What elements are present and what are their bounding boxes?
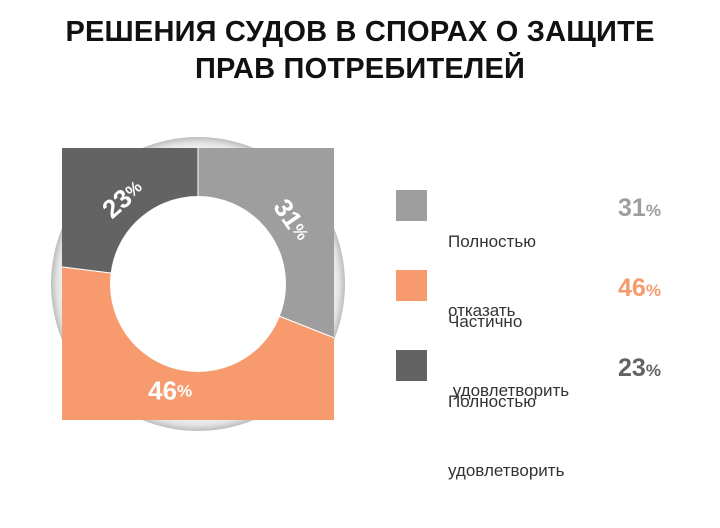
donut-hole (110, 196, 286, 372)
legend-value: 23% (618, 354, 661, 382)
legend-value: 46% (618, 274, 661, 302)
donut-chart: 31%46%23% (51, 137, 345, 431)
legend-label: Частично удовлетворить (448, 312, 570, 400)
slice-label: 46% (148, 375, 192, 405)
chart-title-line-1: РЕШЕНИЯ СУДОВ В СПОРАХ О ЗАЩИТЕ (65, 16, 655, 48)
legend-item-partially-satisfy: Частично удовлетворить 46% (396, 262, 696, 400)
legend-swatch (396, 350, 427, 381)
legend-item-fully-satisfy: Полностью удовлетворить 23% (396, 342, 696, 480)
legend-item-fully-refuse: Полностью отказать 31% (396, 182, 696, 320)
legend: Полностью отказать 31% Частично удовлетв… (396, 182, 696, 480)
legend-swatch (396, 190, 427, 221)
legend-label: Полностью удовлетворить (448, 392, 565, 480)
chart-title: РЕШЕНИЯ СУДОВ В СПОРАХ О ЗАЩИТЕ ПРАВ ПОТ… (0, 14, 720, 88)
legend-swatch (396, 270, 427, 301)
legend-label: Полностью отказать (448, 232, 536, 320)
legend-value: 31% (618, 194, 661, 222)
chart-title-line-2: ПРАВ ПОТРЕБИТЕЛЕЙ (194, 53, 526, 85)
